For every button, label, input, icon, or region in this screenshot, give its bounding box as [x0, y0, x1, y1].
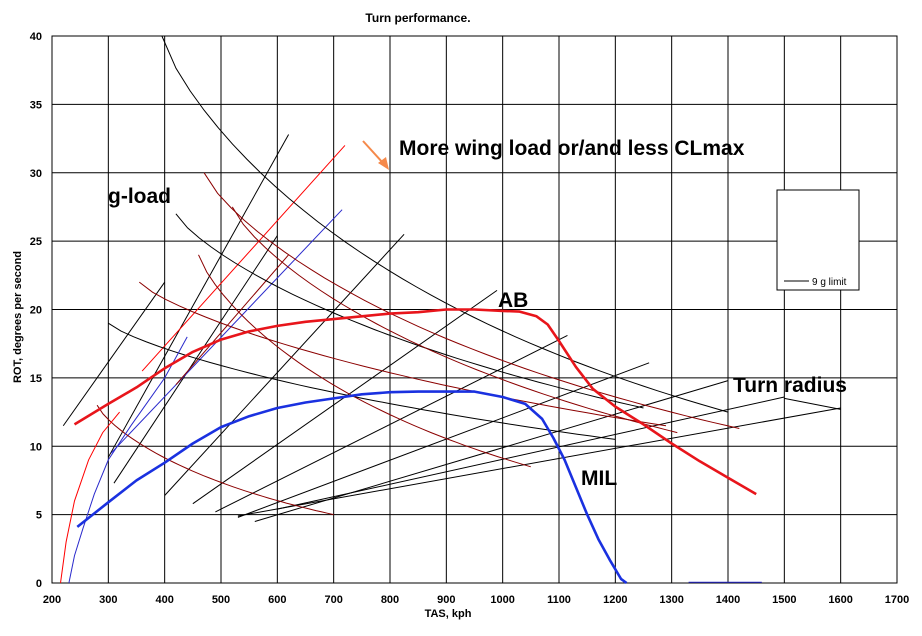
y-tick-label: 15	[30, 373, 42, 385]
mil-annotation: MIL	[581, 467, 617, 490]
turn-radius-curve	[108, 322, 616, 440]
y-tick-label: 0	[36, 578, 42, 590]
x-tick-label: 800	[381, 594, 399, 606]
x-tick-label: 1700	[885, 594, 909, 606]
chart-title: Turn performance.	[365, 11, 470, 25]
g-load-line-blue	[110, 209, 343, 454]
turn-radius-annotation: Turn radius	[733, 374, 847, 397]
ab-annotation: AB	[498, 289, 528, 312]
g-load-line	[237, 362, 650, 518]
y-tick-label: 35	[30, 99, 42, 111]
x-tick-label: 1100	[547, 594, 571, 606]
x-tick-label: 200	[43, 594, 61, 606]
x-tick-label: 1600	[828, 594, 852, 606]
turn-radius-curve	[138, 281, 667, 427]
g-load-line	[62, 281, 166, 427]
y-tick-label: 40	[30, 31, 42, 43]
legend-box	[776, 189, 860, 291]
g-load-line	[277, 396, 785, 510]
g-load-line-red	[141, 145, 346, 372]
x-axis-title: TAS, kph	[425, 608, 472, 620]
y-axis-title: ROT, degrees per second	[12, 251, 24, 383]
x-tick-label: 500	[212, 594, 230, 606]
x-tick-label: 600	[268, 594, 286, 606]
y-tick-label: 20	[30, 305, 42, 317]
g-load-line	[237, 407, 841, 517]
turn-radius-curve	[161, 35, 729, 413]
y-tick-label: 5	[36, 510, 42, 522]
g-load-line	[164, 233, 405, 496]
x-tick-label: 1200	[603, 594, 627, 606]
g-load-line	[107, 134, 290, 458]
turn-radius-curve	[96, 404, 334, 516]
x-tick-label: 1400	[716, 594, 740, 606]
y-tick-label: 30	[30, 168, 42, 180]
series-lines	[73, 308, 757, 585]
x-tick-label: 1000	[490, 594, 514, 606]
y-tick-label: 25	[30, 236, 42, 248]
legend: 9 g limit	[776, 189, 860, 291]
legend-label: 9 g limit	[812, 277, 847, 288]
turn-radius-curve	[198, 254, 531, 468]
x-tick-label: 1500	[772, 594, 796, 606]
g-load-line-dark-red	[175, 254, 289, 386]
y-tick-label: 10	[30, 441, 42, 453]
g-load-line	[784, 397, 841, 410]
turn-radius-curve	[203, 172, 740, 429]
g-load-line	[113, 235, 278, 484]
turn-radius-curve	[231, 206, 678, 434]
background-curves	[60, 35, 841, 584]
x-tick-label: 400	[155, 594, 173, 606]
g-load-line	[254, 380, 729, 522]
stall-curve-red	[60, 411, 120, 584]
series-line-mil	[76, 390, 628, 585]
x-tick-label: 1300	[659, 594, 683, 606]
wing-load-arrow	[362, 140, 389, 170]
stall-curve-blue	[68, 336, 188, 584]
y-tick-labels: 0 5 10 15 20 25 30 35 40	[30, 31, 42, 590]
x-tick-label: 700	[324, 594, 342, 606]
g-load-annotation: g-load	[108, 185, 171, 208]
x-tick-label: 900	[437, 594, 455, 606]
turn-radius-curve	[175, 213, 644, 409]
wing-load-annotation: More wing load or/and less CLmax	[399, 137, 745, 160]
x-tick-labels: 200 300 400 500 600 700 800 900 1000 1100 1200 1300…	[43, 594, 909, 606]
g-load-line	[215, 335, 568, 513]
series-line-ab	[73, 308, 757, 496]
x-tick-label: 300	[99, 594, 117, 606]
